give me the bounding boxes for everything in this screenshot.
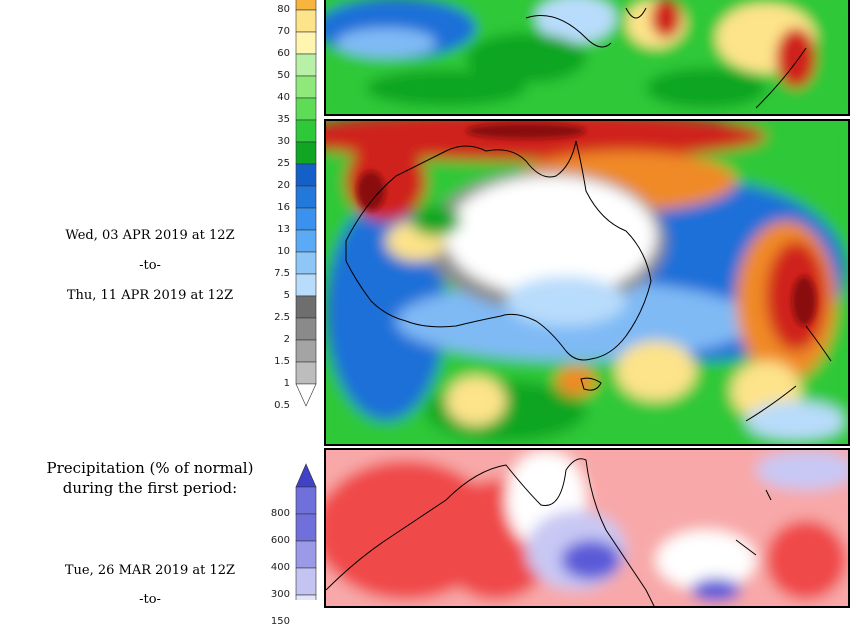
precip-swatch xyxy=(295,339,317,363)
precip-swatch xyxy=(295,0,317,11)
precip-swatch xyxy=(295,75,317,99)
precip-tick-label: 10 xyxy=(277,246,290,257)
period2-end-date: Thu, 11 APR 2019 at 12Z xyxy=(66,288,234,303)
normal-swatch xyxy=(295,486,317,515)
precip-tick-label: 0.5 xyxy=(274,400,290,411)
precip-swatch xyxy=(295,207,317,231)
precip-tick-label: 60 xyxy=(277,48,290,59)
normal-tick-label: 400 xyxy=(270,562,290,573)
normal-swatch xyxy=(295,594,317,600)
precip-swatch xyxy=(295,9,317,33)
normal-heading-line1: Precipitation (% of normal) xyxy=(46,459,254,477)
precip-tick-label: 80 xyxy=(277,4,290,15)
precip-swatch xyxy=(295,31,317,55)
normal-tick-label: 600 xyxy=(270,535,290,546)
precip-tick-label: 16 xyxy=(277,202,290,213)
map-precip-field xyxy=(326,121,848,444)
precip-swatch xyxy=(295,141,317,165)
map-panel-normal xyxy=(324,448,850,608)
precip-swatch xyxy=(295,163,317,187)
period2-separator: -to- xyxy=(139,258,161,273)
normal-tick-label: 800 xyxy=(270,508,290,519)
normal-start-date: Tue, 26 MAR 2019 at 12Z xyxy=(64,563,236,578)
colorbar-triangle-down-icon xyxy=(295,383,317,407)
precip-tick-label: 25 xyxy=(277,158,290,169)
map-panel-top xyxy=(324,0,850,116)
precip-tick-label: 35 xyxy=(277,114,290,125)
precip-tick-label: 30 xyxy=(277,136,290,147)
precip-tick-label: 2.5 xyxy=(274,312,290,323)
normal-colorbar: 800 600 400 300 150 xyxy=(240,460,320,627)
precip-tick-label: 1 xyxy=(283,378,290,389)
normal-swatch xyxy=(295,567,317,596)
normal-heading-line2: during the first period: xyxy=(62,479,238,497)
colorbar-triangle-up-icon xyxy=(295,463,317,488)
precip-swatch xyxy=(295,119,317,143)
precip-swatch xyxy=(295,53,317,77)
map-normal-field xyxy=(326,450,848,606)
precip-tick-label: 20 xyxy=(277,180,290,191)
precip-tick-label: 1.5 xyxy=(274,356,290,367)
map-normal-coastline xyxy=(326,458,655,606)
precip-colorbar: 80 70 60 50 40 35 30 25 20 16 13 10 7.5 5 2.5 2 1.5 1 0.5 xyxy=(240,0,320,420)
map-precip-coastline xyxy=(345,140,652,361)
normal-colorbar-swatches xyxy=(295,463,317,600)
precip-tick-label: 2 xyxy=(283,334,290,345)
precip-swatch xyxy=(295,317,317,341)
map-top-field xyxy=(326,0,848,114)
precip-swatch xyxy=(295,185,317,209)
normal-swatch xyxy=(295,513,317,542)
precip-tick-label: 50 xyxy=(277,70,290,81)
precip-tick-label: 70 xyxy=(277,26,290,37)
normal-tick-label: 150 xyxy=(270,616,290,627)
normal-swatch xyxy=(295,540,317,569)
precip-tick-label: 40 xyxy=(277,92,290,103)
precip-tick-label: 7.5 xyxy=(274,268,290,279)
normal-tick-label: 300 xyxy=(270,589,290,600)
precip-swatch xyxy=(295,97,317,121)
precip-tick-label: 13 xyxy=(277,224,290,235)
precip-colorbar-swatches xyxy=(295,0,317,407)
period2-start-date: Wed, 03 APR 2019 at 12Z xyxy=(65,228,235,243)
precip-swatch xyxy=(295,361,317,385)
map-panel-precip xyxy=(324,119,850,446)
precip-tick-label: 5 xyxy=(283,290,290,301)
map-top-coastline xyxy=(525,7,807,109)
